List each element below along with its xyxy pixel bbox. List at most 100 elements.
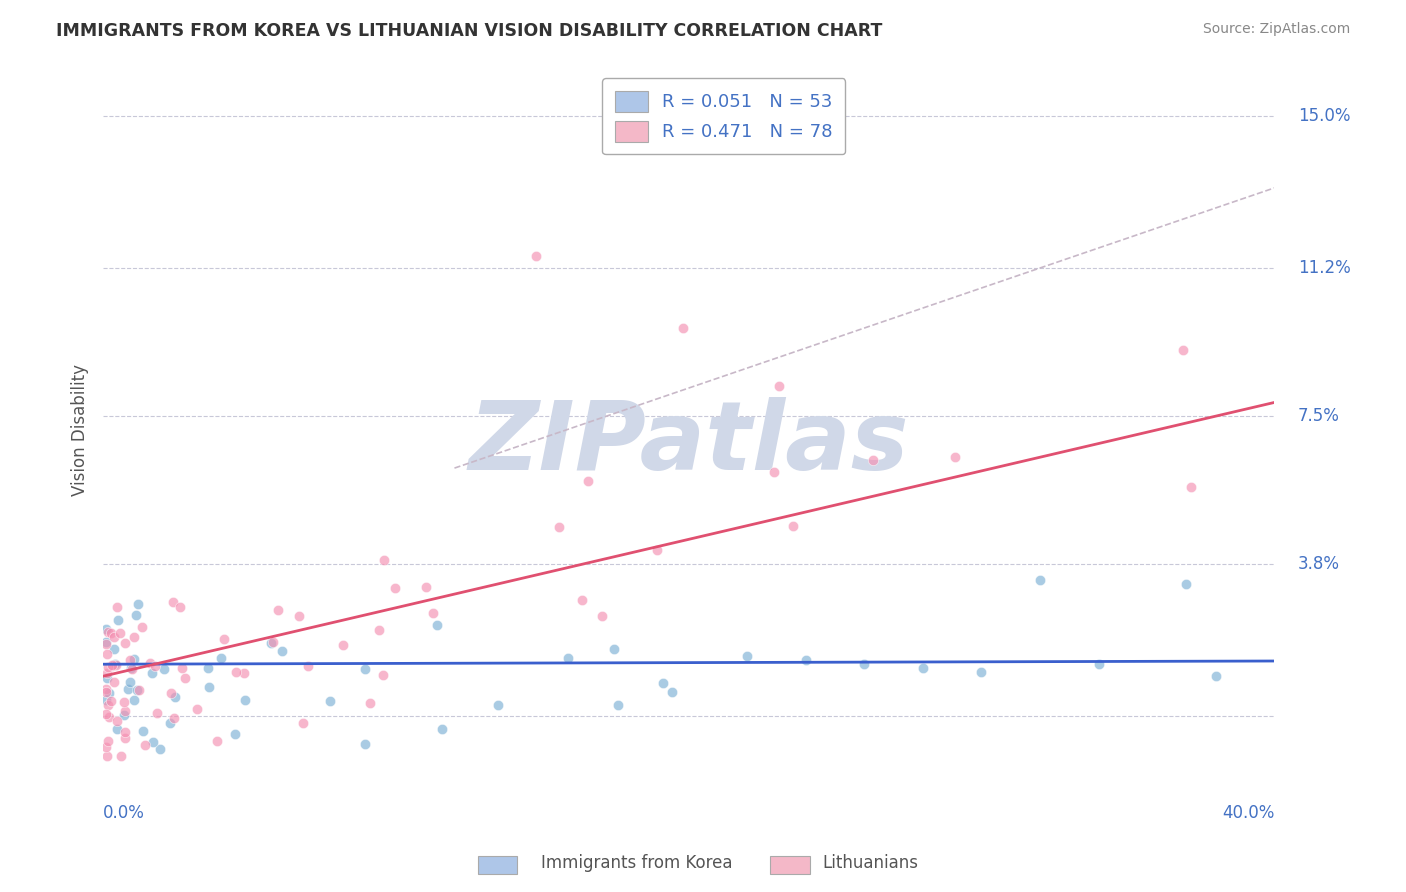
Point xyxy=(270,643,292,657)
Point xyxy=(267,603,290,617)
Point xyxy=(794,653,817,667)
Point xyxy=(114,725,136,739)
Point xyxy=(94,685,117,699)
Point xyxy=(1175,577,1198,591)
Text: IMMIGRANTS FROM KOREA VS LITHUANIAN VISION DISABILITY CORRELATION CHART: IMMIGRANTS FROM KOREA VS LITHUANIAN VISI… xyxy=(56,22,883,40)
Point xyxy=(486,698,509,712)
Point xyxy=(430,722,453,736)
Point xyxy=(94,707,117,722)
Point xyxy=(105,600,128,615)
Point xyxy=(768,379,790,393)
Point xyxy=(114,731,136,745)
Point xyxy=(121,662,143,676)
Point xyxy=(354,737,377,751)
Point xyxy=(143,658,166,673)
Point xyxy=(174,672,197,686)
Point xyxy=(103,675,125,690)
Point xyxy=(134,738,156,752)
Point xyxy=(97,710,120,724)
Point xyxy=(145,706,167,721)
Point xyxy=(319,693,342,707)
Point xyxy=(197,680,219,694)
Point xyxy=(122,630,145,644)
Point xyxy=(853,657,876,672)
Point xyxy=(114,704,136,718)
Point xyxy=(232,666,254,681)
Point xyxy=(782,519,804,533)
Point xyxy=(763,465,786,479)
Point xyxy=(415,580,437,594)
Point xyxy=(132,723,155,738)
Point xyxy=(332,638,354,652)
Point xyxy=(260,635,283,649)
Text: 7.5%: 7.5% xyxy=(1298,407,1340,425)
Point xyxy=(96,671,118,685)
Point xyxy=(652,675,675,690)
Text: Immigrants from Korea: Immigrants from Korea xyxy=(541,855,733,872)
Point xyxy=(122,693,145,707)
Point xyxy=(127,682,149,697)
Point xyxy=(162,595,184,609)
Text: Lithuanians: Lithuanians xyxy=(823,855,918,872)
Point xyxy=(209,651,232,665)
Point xyxy=(735,649,758,664)
Point xyxy=(169,600,191,615)
Point xyxy=(94,623,117,637)
Point xyxy=(105,658,128,673)
Point xyxy=(100,694,122,708)
Point xyxy=(103,630,125,644)
Point xyxy=(118,675,141,690)
Point xyxy=(1171,343,1194,357)
Point xyxy=(368,624,391,638)
Point xyxy=(288,609,311,624)
Text: 40.0%: 40.0% xyxy=(1222,805,1274,822)
Point xyxy=(225,665,247,679)
Point xyxy=(426,618,449,632)
Point xyxy=(94,693,117,707)
Point xyxy=(103,642,125,657)
Point xyxy=(359,696,381,710)
Point xyxy=(862,452,884,467)
Text: Source: ZipAtlas.com: Source: ZipAtlas.com xyxy=(1202,22,1350,37)
Point xyxy=(96,749,118,764)
Point xyxy=(159,686,181,700)
Point xyxy=(100,658,122,673)
Point xyxy=(94,740,117,755)
Point xyxy=(233,693,256,707)
Legend: R = 0.051   N = 53, R = 0.471   N = 78: R = 0.051 N = 53, R = 0.471 N = 78 xyxy=(603,78,845,154)
Point xyxy=(1029,573,1052,587)
Point xyxy=(1087,657,1109,672)
Text: 0.0%: 0.0% xyxy=(103,805,145,822)
Point xyxy=(371,668,394,682)
Point xyxy=(105,722,128,736)
Point xyxy=(153,662,176,676)
Point xyxy=(141,665,163,680)
Text: ZIPatlas: ZIPatlas xyxy=(468,397,910,490)
Point xyxy=(110,749,132,764)
Point xyxy=(576,474,599,488)
Point xyxy=(224,727,246,741)
Point xyxy=(970,665,993,680)
Point xyxy=(645,543,668,558)
Point xyxy=(124,607,146,622)
Point xyxy=(97,698,120,713)
Text: 15.0%: 15.0% xyxy=(1298,107,1350,125)
Point xyxy=(97,660,120,674)
Point xyxy=(354,663,377,677)
Text: 11.2%: 11.2% xyxy=(1298,259,1350,277)
Point xyxy=(672,321,695,335)
Point xyxy=(197,660,219,674)
Point xyxy=(94,681,117,696)
Point xyxy=(94,638,117,652)
Point xyxy=(911,661,934,675)
Point xyxy=(162,711,184,725)
Point xyxy=(1205,669,1227,683)
Point xyxy=(96,635,118,649)
Point xyxy=(122,652,145,666)
Point xyxy=(606,698,628,713)
Point xyxy=(661,685,683,699)
Point xyxy=(591,609,613,624)
Point xyxy=(943,450,966,464)
Point xyxy=(159,715,181,730)
Point xyxy=(108,626,131,640)
